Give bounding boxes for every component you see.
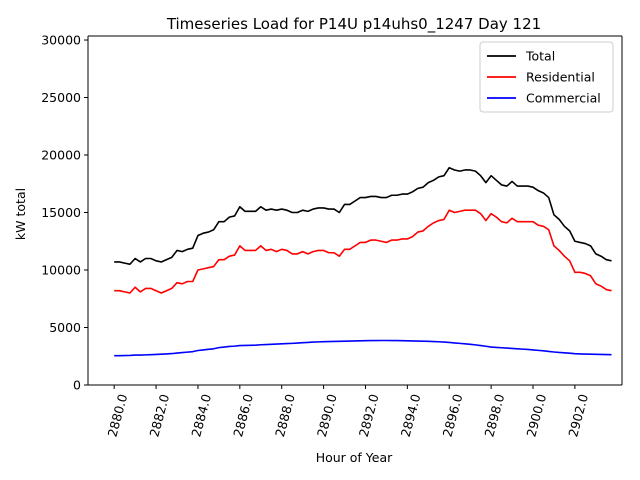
y-tick-label: 15000 <box>41 205 81 220</box>
legend-label-total: Total <box>525 49 555 64</box>
series-layer <box>114 166 612 357</box>
y-tick-label: 20000 <box>41 148 81 163</box>
series-line-commercial <box>114 339 612 357</box>
x-axis-label: Hour of Year <box>316 450 393 465</box>
legend-label-residential: Residential <box>526 70 595 85</box>
series-line-total <box>114 166 612 266</box>
legend-entries: Total Residential Commercial <box>487 49 601 106</box>
legend-box <box>479 41 614 113</box>
y-tick-label: 0 <box>73 378 81 393</box>
series-line-residential <box>114 209 612 294</box>
legend-label-commercial: Commercial <box>526 91 601 106</box>
y-tick-label: 10000 <box>41 263 81 278</box>
y-tick-label: 25000 <box>41 90 81 105</box>
legend: Total Residential Commercial <box>479 41 614 113</box>
y-tick-label: 30000 <box>41 33 81 48</box>
y-axis-ticks: 0 5000 10000 15000 20000 25000 30000 <box>41 33 88 393</box>
chart-title: Timeseries Load for P14U p14uhs0_1247 Da… <box>166 15 541 34</box>
y-axis-label: kW total <box>13 188 28 240</box>
y-tick-label: 5000 <box>49 320 81 335</box>
